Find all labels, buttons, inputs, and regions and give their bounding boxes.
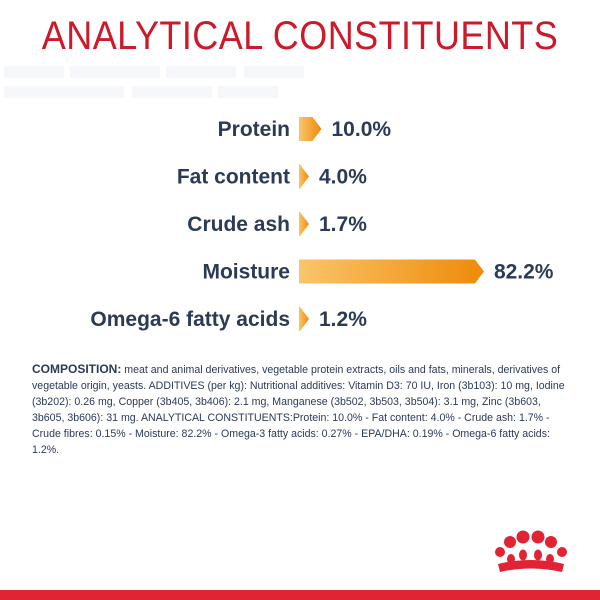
bar-protein <box>299 117 322 141</box>
bar-omega-6-fatty-acids <box>299 307 309 331</box>
value-label-crude-ash: 1.7% <box>319 213 367 236</box>
brand-bottom-bar <box>0 590 600 600</box>
value-label-omega-6-fatty-acids: 1.2% <box>319 308 367 331</box>
value-label-moisture: 82.2% <box>494 261 554 284</box>
bar-fat-content <box>299 164 309 189</box>
bar-moisture <box>299 259 484 284</box>
category-label-protein: Protein <box>218 118 290 141</box>
constituents-bar-chart: Protein 10.0% Fat content 4.0% Crude ash 1.7%… <box>90 117 554 331</box>
category-label-crude-ash: Crude ash <box>187 213 290 236</box>
value-label-protein: 10.0% <box>332 118 392 141</box>
composition-text: COMPOSITION: meat and animal derivatives… <box>32 362 572 458</box>
crown-icon <box>495 530 567 572</box>
page-title: ANALYTICAL CONSTITUENTS <box>41 14 559 58</box>
composition-body: meat and animal derivatives, vegetable p… <box>32 364 565 456</box>
ghost-text-decoration <box>4 66 304 98</box>
category-label-fat-content: Fat content <box>177 166 290 189</box>
composition-label: COMPOSITION: <box>32 362 122 376</box>
category-label-omega-6-fatty-acids: Omega-6 fatty acids <box>90 308 290 331</box>
value-label-fat-content: 4.0% <box>319 166 367 189</box>
bar-crude-ash <box>299 212 309 236</box>
category-label-moisture: Moisture <box>202 261 290 284</box>
